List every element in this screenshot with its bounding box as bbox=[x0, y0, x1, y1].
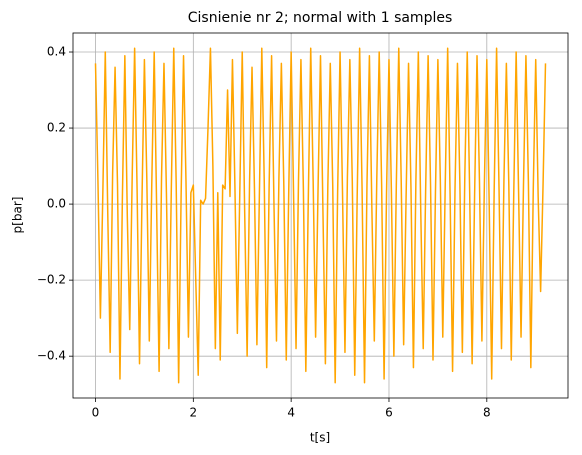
y-tick-label: 0.0 bbox=[47, 197, 66, 211]
x-tick-label: 4 bbox=[287, 406, 295, 420]
y-tick-label: 0.4 bbox=[47, 45, 66, 59]
x-tick-label: 0 bbox=[92, 406, 100, 420]
x-axis-label: t[s] bbox=[310, 431, 330, 445]
y-tick-label: 0.2 bbox=[47, 121, 66, 135]
y-tick-label: −0.2 bbox=[37, 273, 66, 287]
x-tick-label: 2 bbox=[190, 406, 198, 420]
x-tick-label: 8 bbox=[483, 406, 491, 420]
y-axis-label: p[bar] bbox=[11, 197, 25, 234]
y-tick-label: −0.4 bbox=[37, 349, 66, 363]
plot-frame bbox=[72, 32, 569, 399]
chart-title: Cisnienie nr 2; normal with 1 samples bbox=[188, 10, 453, 26]
data-line bbox=[94, 47, 547, 384]
x-tick-label: 6 bbox=[385, 406, 393, 420]
